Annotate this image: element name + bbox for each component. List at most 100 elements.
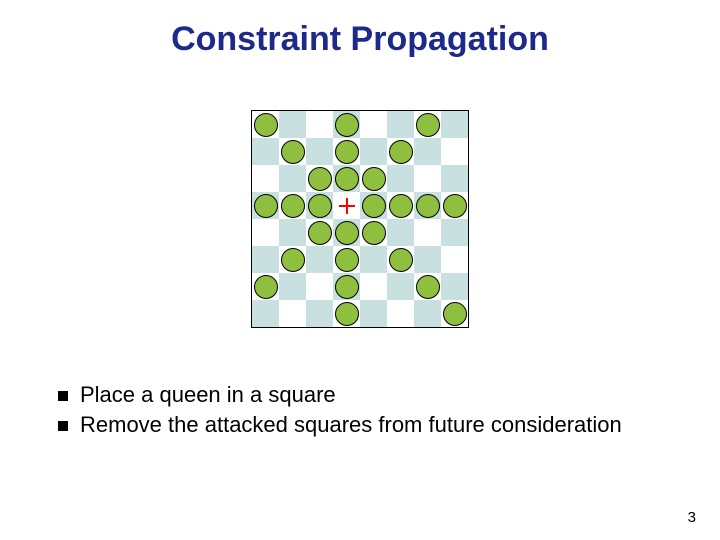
board-cell (306, 111, 333, 138)
board-cell (441, 111, 468, 138)
board-cell (306, 246, 333, 273)
board-cell (387, 138, 414, 165)
board-cell (306, 138, 333, 165)
board-cell (441, 138, 468, 165)
attacked-dot (335, 113, 359, 137)
board-cell (387, 165, 414, 192)
attacked-dot (308, 221, 332, 245)
board-cell (360, 165, 387, 192)
bullet-icon (58, 391, 68, 401)
board-cell (252, 246, 279, 273)
board-cell (333, 300, 360, 327)
attacked-dot (335, 167, 359, 191)
attacked-dot (335, 275, 359, 299)
chessboard (251, 110, 469, 328)
board-cell (387, 219, 414, 246)
board-cell (252, 300, 279, 327)
bullet-list: Place a queen in a square Remove the atta… (58, 382, 680, 442)
board-cell (306, 192, 333, 219)
board-cell (333, 165, 360, 192)
attacked-dot (254, 113, 278, 137)
board-cell (333, 273, 360, 300)
board-cell (252, 111, 279, 138)
attacked-dot (362, 221, 386, 245)
bullet-text: Place a queen in a square (80, 382, 336, 408)
board-cell (333, 111, 360, 138)
attacked-dot (362, 194, 386, 218)
board-cell (441, 165, 468, 192)
queen-marker (339, 198, 355, 214)
attacked-dot (281, 194, 305, 218)
board-cell (387, 192, 414, 219)
attacked-dot (362, 167, 386, 191)
attacked-dot (335, 221, 359, 245)
board-cell (414, 111, 441, 138)
page-number: 3 (688, 509, 696, 526)
board-cell (387, 111, 414, 138)
board-cell (414, 219, 441, 246)
attacked-dot (416, 113, 440, 137)
board-cell (306, 273, 333, 300)
bullet-item: Remove the attacked squares from future … (58, 412, 680, 438)
attacked-dot (308, 167, 332, 191)
attacked-dot (335, 140, 359, 164)
attacked-dot (281, 248, 305, 272)
board-cell (387, 273, 414, 300)
bullet-item: Place a queen in a square (58, 382, 680, 408)
board-cell (360, 111, 387, 138)
board-cell (387, 246, 414, 273)
board-cell (333, 219, 360, 246)
attacked-dot (254, 194, 278, 218)
board-cell (441, 219, 468, 246)
board-cell (252, 273, 279, 300)
board-cell (387, 300, 414, 327)
board-cell (333, 192, 360, 219)
board-cell (279, 219, 306, 246)
board-cell (414, 300, 441, 327)
board-cell (360, 138, 387, 165)
board-cell (414, 138, 441, 165)
bullet-icon (58, 421, 68, 431)
board-cell (279, 165, 306, 192)
board-cell (306, 219, 333, 246)
attacked-dot (389, 248, 413, 272)
board-cell (279, 111, 306, 138)
bullet-text: Remove the attacked squares from future … (80, 412, 622, 438)
attacked-dot (308, 194, 332, 218)
board-cell (360, 246, 387, 273)
board-cell (441, 273, 468, 300)
board-cell (279, 192, 306, 219)
attacked-dot (254, 275, 278, 299)
board-cell (279, 246, 306, 273)
board-cell (279, 300, 306, 327)
attacked-dot (416, 194, 440, 218)
board-cell (279, 273, 306, 300)
board-cell (333, 246, 360, 273)
attacked-dot (443, 194, 467, 218)
board-cell (414, 273, 441, 300)
attacked-dot (335, 302, 359, 326)
board-cell (279, 138, 306, 165)
board-cell (414, 165, 441, 192)
board-cell (360, 219, 387, 246)
board-cell (306, 300, 333, 327)
board-cell (414, 192, 441, 219)
attacked-dot (416, 275, 440, 299)
board-cell (252, 219, 279, 246)
board-cell (441, 246, 468, 273)
board-cell (306, 165, 333, 192)
board-cell (252, 165, 279, 192)
attacked-dot (389, 194, 413, 218)
board-container (251, 110, 469, 328)
board-cell (252, 192, 279, 219)
board-cell (414, 246, 441, 273)
board-cell (360, 273, 387, 300)
attacked-dot (443, 302, 467, 326)
attacked-dot (281, 140, 305, 164)
board-cell (252, 138, 279, 165)
board-cell (441, 192, 468, 219)
attacked-dot (335, 248, 359, 272)
board-cell (360, 192, 387, 219)
slide-title: Constraint Propagation (0, 20, 720, 59)
board-cell (360, 300, 387, 327)
